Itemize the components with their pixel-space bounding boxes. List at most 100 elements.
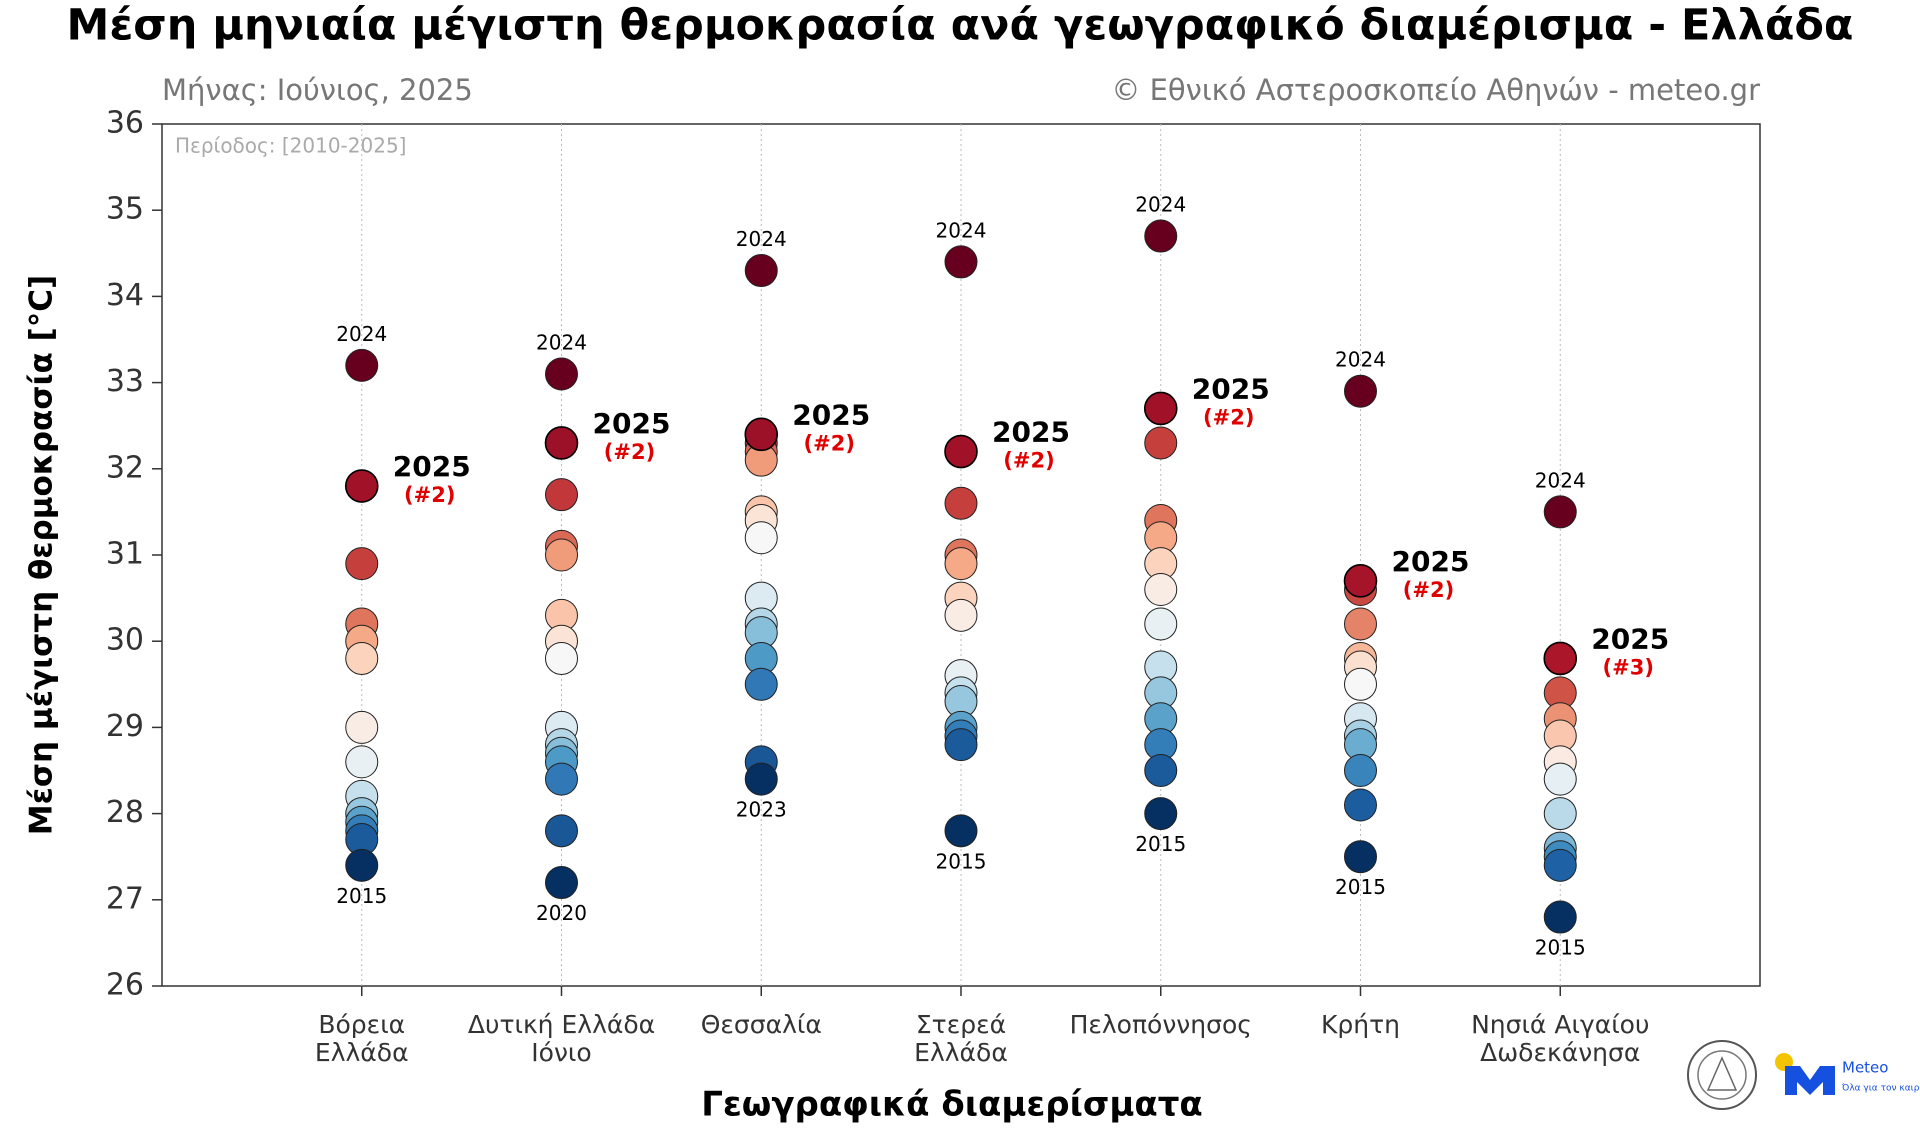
point [744, 521, 778, 555]
point [545, 814, 578, 848]
y-tick-label: 32 [106, 450, 144, 485]
min-year-label: 2015 [936, 849, 987, 873]
point [1144, 426, 1178, 460]
point [1543, 848, 1577, 882]
point [345, 641, 379, 675]
point [1344, 788, 1377, 822]
current-label: 2025 [1591, 622, 1669, 655]
max-year-label: 2024 [1135, 193, 1186, 217]
current-label: 2025 [1392, 545, 1470, 578]
meteo-logo: Meteo Όλα για τον καιρό [1775, 1053, 1920, 1095]
current-label: 2025 [792, 398, 870, 431]
current-point [944, 434, 978, 469]
point [545, 762, 578, 796]
point [944, 245, 978, 279]
point [1144, 572, 1178, 606]
y-tick-label: 29 [106, 709, 144, 744]
point [345, 547, 379, 581]
point [545, 478, 578, 512]
max-year-label: 2024 [936, 218, 987, 242]
y-tick-label: 28 [106, 795, 144, 830]
current-point [1143, 391, 1178, 426]
y-tick-label: 31 [106, 537, 144, 572]
point [944, 814, 978, 848]
max-year-label: 2024 [336, 322, 387, 346]
max-year-label: 2024 [1535, 468, 1586, 492]
subtitle-left: Μήνας: Ιούνιος, 2025 [162, 73, 473, 107]
x-tick-label: Ιόνιο [531, 1038, 591, 1067]
y-tick-label: 33 [106, 364, 144, 399]
x-tick-label: Δυτική Ελλάδα [468, 1010, 655, 1039]
point [1543, 797, 1577, 831]
min-year-label: 2015 [1335, 875, 1386, 899]
point [1144, 607, 1178, 641]
point [1543, 495, 1577, 529]
logo-tagline: Όλα για τον καιρό [1841, 1083, 1920, 1094]
current-point [344, 469, 379, 503]
current-rank: (#3) [1603, 655, 1654, 679]
min-year-label: 2015 [336, 884, 387, 908]
min-year-label: 2020 [536, 901, 587, 925]
current-label: 2025 [593, 407, 671, 440]
point [744, 762, 778, 796]
y-axis-title: Μέση μέγιστη θερμοκρασία [°C] [24, 275, 60, 835]
x-tick-label: Κρήτη [1321, 1010, 1400, 1039]
current-rank: (#2) [404, 483, 455, 507]
current-label: 2025 [1192, 372, 1270, 405]
current-rank: (#2) [604, 440, 655, 464]
chart-title: Μέση μηνιαία μέγιστη θερμοκρασία ανά γεω… [67, 1, 1854, 51]
min-year-label: 2015 [1535, 936, 1586, 960]
max-year-label: 2024 [736, 227, 787, 251]
point [545, 641, 578, 675]
y-tick-label: 36 [106, 106, 144, 141]
x-tick-label: Ελλάδα [914, 1038, 1008, 1067]
current-rank: (#2) [804, 431, 855, 455]
x-axis-title: Γεωγραφικά διαμερίσματα [701, 1085, 1203, 1125]
point [345, 710, 379, 744]
point [744, 667, 778, 701]
subtitle-right: © Εθνικό Αστεροσκοπείο Αθηνών - meteo.gr [1111, 73, 1760, 107]
current-rank: (#2) [1003, 449, 1054, 473]
point [1344, 607, 1377, 641]
current-label: 2025 [393, 450, 471, 483]
current-point [1343, 564, 1378, 598]
point [1344, 667, 1377, 701]
point [545, 538, 578, 572]
y-tick-label: 27 [106, 881, 144, 916]
x-tick-label: Ελλάδα [315, 1038, 409, 1067]
x-tick-label: Βόρεια [318, 1010, 405, 1039]
point [944, 486, 978, 520]
point [1543, 762, 1577, 796]
point [944, 547, 978, 581]
point [1144, 754, 1178, 787]
point [1344, 840, 1377, 874]
current-rank: (#2) [1403, 578, 1454, 602]
point [1144, 797, 1178, 831]
min-year-label: 2023 [736, 798, 787, 822]
point [1144, 219, 1178, 253]
point [1344, 374, 1377, 408]
x-tick-label: Δωδεκάνησα [1480, 1038, 1640, 1067]
min-year-label: 2015 [1135, 832, 1186, 856]
point [1344, 754, 1377, 787]
point [744, 254, 778, 288]
point [944, 728, 978, 762]
max-year-label: 2024 [536, 330, 587, 354]
y-tick-label: 26 [106, 968, 144, 1003]
point [345, 848, 379, 882]
x-tick-label: Νησιά Αιγαίου [1471, 1010, 1649, 1039]
current-point [544, 426, 579, 460]
point [545, 357, 578, 391]
point [944, 598, 978, 632]
seal-logo [1687, 1040, 1757, 1110]
point [345, 348, 379, 382]
x-tick-label: Πελοπόννησος [1070, 1010, 1252, 1039]
x-tick-label: Στερεά [916, 1010, 1006, 1039]
point [345, 745, 379, 779]
y-tick-label: 34 [106, 278, 144, 313]
x-tick-label: Θεσσαλία [701, 1010, 822, 1039]
period-note: Περίοδος: [2010-2025] [175, 134, 406, 158]
current-label: 2025 [992, 416, 1070, 449]
current-point [744, 417, 779, 452]
